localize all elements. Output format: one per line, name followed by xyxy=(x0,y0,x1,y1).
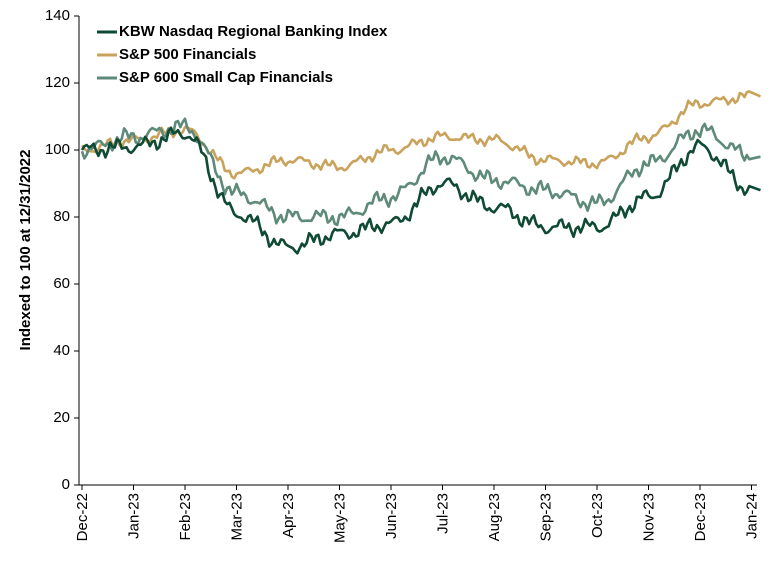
legend: KBW Nasdaq Regional Banking Index S&P 500… xyxy=(97,23,388,86)
x-tick-label: Dec-22 xyxy=(74,493,91,541)
series-line xyxy=(80,117,761,227)
x-tick-label: Nov-23 xyxy=(640,493,657,541)
series-line xyxy=(80,126,761,255)
y-tick-label: 140 xyxy=(45,7,70,24)
x-tick-label: May-23 xyxy=(331,493,348,543)
x-tick-label: Apr-23 xyxy=(280,493,297,538)
y-tick-label: 60 xyxy=(53,275,70,292)
y-tick-label: 40 xyxy=(53,342,70,359)
y-tick-label: 100 xyxy=(45,141,70,158)
x-tick-label: Jan-23 xyxy=(125,493,142,539)
series-line xyxy=(80,90,762,180)
x-tick-label: Oct-23 xyxy=(589,493,606,538)
x-tick-label: Dec-23 xyxy=(692,493,709,541)
legend-label: S&P 600 Small Cap Financials xyxy=(119,69,333,86)
x-tick-label: Feb-23 xyxy=(177,493,194,541)
y-tick-label: 120 xyxy=(45,74,70,91)
y-axis-title: Indexed to 100 at 12/31/2022 xyxy=(17,150,34,351)
x-tick-label: Jan-24 xyxy=(743,493,760,539)
y-tick-label: 0 xyxy=(62,476,70,493)
legend-label: S&P 500 Financials xyxy=(119,46,256,63)
x-tick-label: Sep-23 xyxy=(537,493,554,541)
y-tick-label: 80 xyxy=(53,208,70,225)
x-tick-label: Mar-23 xyxy=(228,493,245,541)
x-tick-label: Aug-23 xyxy=(486,493,503,541)
legend-label: KBW Nasdaq Regional Banking Index xyxy=(119,23,388,40)
y-tick-label: 20 xyxy=(53,409,70,426)
x-tick-label: Jul-23 xyxy=(434,493,451,534)
x-tick-label: Jun-23 xyxy=(383,493,400,539)
